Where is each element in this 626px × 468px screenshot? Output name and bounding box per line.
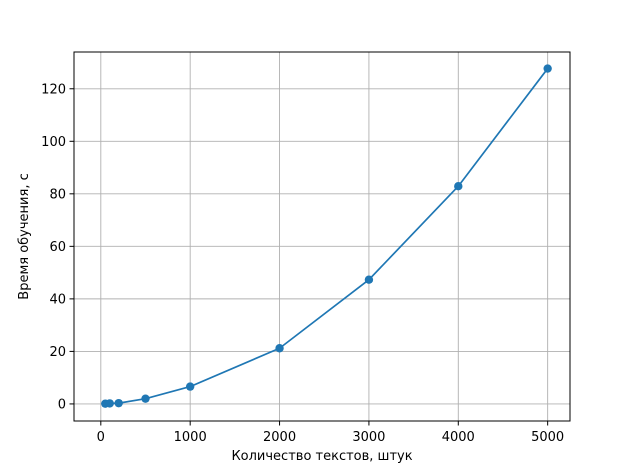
x-tick-label: 0 <box>97 430 105 445</box>
plot-area-frame <box>73 51 571 422</box>
x-tick-label: 4000 <box>442 430 475 445</box>
y-tick-label: 120 <box>41 82 66 97</box>
series-layer <box>101 64 552 408</box>
x-tick-label: 5000 <box>531 430 564 445</box>
y-tick-label: 0 <box>58 397 66 412</box>
x-tick-label: 2000 <box>263 430 296 445</box>
x-tick-label: 3000 <box>352 430 385 445</box>
data-point <box>141 394 150 403</box>
data-point <box>275 344 284 353</box>
y-tick-label: 40 <box>49 292 66 307</box>
y-tick-label: 20 <box>49 345 66 360</box>
y-tick-label: 60 <box>49 240 66 255</box>
x-tick-label: 1000 <box>174 430 207 445</box>
y-axis-ticks: 0 20 40 60 80 100 120 <box>41 82 74 412</box>
data-point <box>543 64 552 73</box>
data-point <box>454 182 463 191</box>
data-point <box>114 398 123 408</box>
x-axis-label: Количество текстов, штук <box>231 449 412 464</box>
y-tick-label: 80 <box>49 187 66 202</box>
grid-lines <box>74 52 570 421</box>
y-axis-label: Время обучения, с <box>17 173 32 299</box>
data-point <box>105 399 114 408</box>
y-tick-label: 100 <box>41 135 66 150</box>
data-point <box>364 275 374 284</box>
data-point <box>185 382 195 391</box>
x-axis-ticks: 0 1000 2000 3000 4000 5000 <box>97 421 564 445</box>
